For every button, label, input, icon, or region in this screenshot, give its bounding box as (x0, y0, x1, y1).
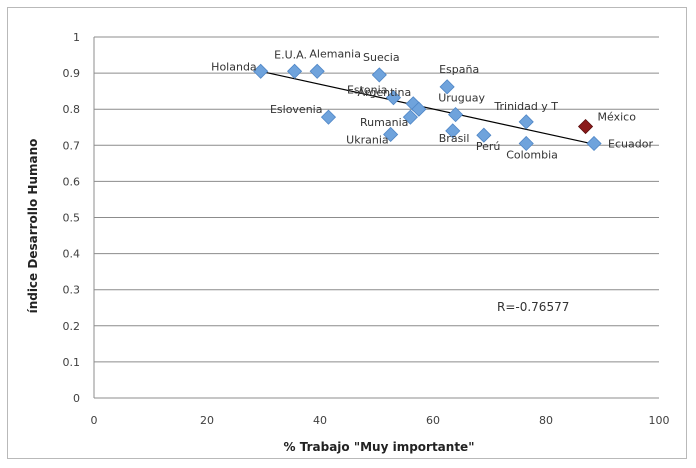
point-label: Suecia (363, 51, 400, 64)
point-label: Alemania (309, 47, 361, 60)
data-point-marker (402, 109, 418, 125)
point-label: Holanda (211, 60, 257, 73)
y-tick-label: 0.4 (63, 248, 81, 261)
data-point-marker (518, 114, 534, 130)
gridlines (93, 36, 659, 399)
point-label: Uruguay (438, 92, 485, 105)
data-point-marker (577, 118, 594, 135)
y-tick-label: 0.1 (63, 356, 81, 369)
data-point-marker (518, 135, 534, 152)
data-point-marker (448, 107, 464, 123)
data-point-marker (253, 63, 269, 79)
data-point-marker (439, 79, 455, 95)
correlation-annotation: R=-0.76577 (497, 300, 569, 314)
point-label: Ukrania (346, 133, 388, 146)
data-point-marker (385, 90, 402, 106)
x-axis-title: % Trabajo "Muy importante" (284, 440, 475, 454)
data-point-marker (287, 63, 303, 79)
y-axis-title: índice Desarrollo Humano (26, 139, 40, 314)
point-label: Eslovenia (270, 103, 323, 116)
point-label: Brasil (439, 132, 470, 145)
data-point-marker (309, 63, 325, 79)
x-tick-labels: 0 20 40 60 80 100 (91, 414, 670, 427)
data-point-marker (320, 109, 337, 125)
data-point-marker (383, 126, 399, 143)
data-point-marker (411, 101, 427, 117)
x-tick-label: 0 (91, 414, 98, 427)
y-tick-label: 0.6 (63, 175, 81, 188)
x-tick-label: 80 (539, 414, 553, 427)
point-label: Argentina (358, 86, 412, 99)
y-tick-label: 0.5 (63, 212, 81, 225)
x-tick-label: 40 (313, 414, 327, 427)
trendline-group (260, 70, 595, 145)
y-tick-label: 0.3 (63, 284, 81, 297)
point-label: Rumania (360, 116, 408, 129)
chart-frame: 0 0.1 0.2 0.3 0.4 0.5 0.6 0.7 0.8 0.9 1 0 20 40 60 80 1… (7, 7, 687, 459)
x-tick-label: 60 (426, 414, 440, 427)
point-label: Perú (476, 140, 501, 153)
y-tick-label: 0.2 (63, 320, 81, 333)
y-tick-label: 0.8 (63, 103, 81, 116)
point-labels: Holanda E.U.A. Alemania Suecia España Esloven… (211, 47, 653, 161)
point-label: Estonia (347, 84, 388, 97)
data-points (253, 63, 602, 152)
point-label: E.U.A. (274, 48, 307, 61)
y-tick-labels: 0 0.1 0.2 0.3 0.4 0.5 0.6 0.7 0.8 0.9 1 (63, 31, 81, 405)
data-point-marker (476, 127, 492, 143)
scatter-chart: 0 0.1 0.2 0.3 0.4 0.5 0.6 0.7 0.8 0.9 1 0 20 40 60 80 1… (26, 31, 670, 454)
data-point-marker (371, 67, 387, 83)
point-label: Ecuador (608, 137, 653, 150)
y-tick-label: 1 (73, 31, 80, 44)
x-tick-label: 100 (649, 414, 670, 427)
point-label: España (439, 63, 479, 76)
y-tick-label: 0 (73, 392, 80, 405)
trendline (260, 70, 595, 145)
data-point-marker (586, 135, 602, 152)
point-label: México (598, 111, 637, 124)
data-point-marker (445, 123, 461, 139)
point-label: Trinidad y T (493, 100, 558, 113)
y-tick-label: 0.7 (63, 139, 81, 152)
x-tick-label: 20 (200, 414, 214, 427)
point-label: Colombia (506, 148, 558, 161)
y-tick-label: 0.9 (63, 67, 81, 80)
